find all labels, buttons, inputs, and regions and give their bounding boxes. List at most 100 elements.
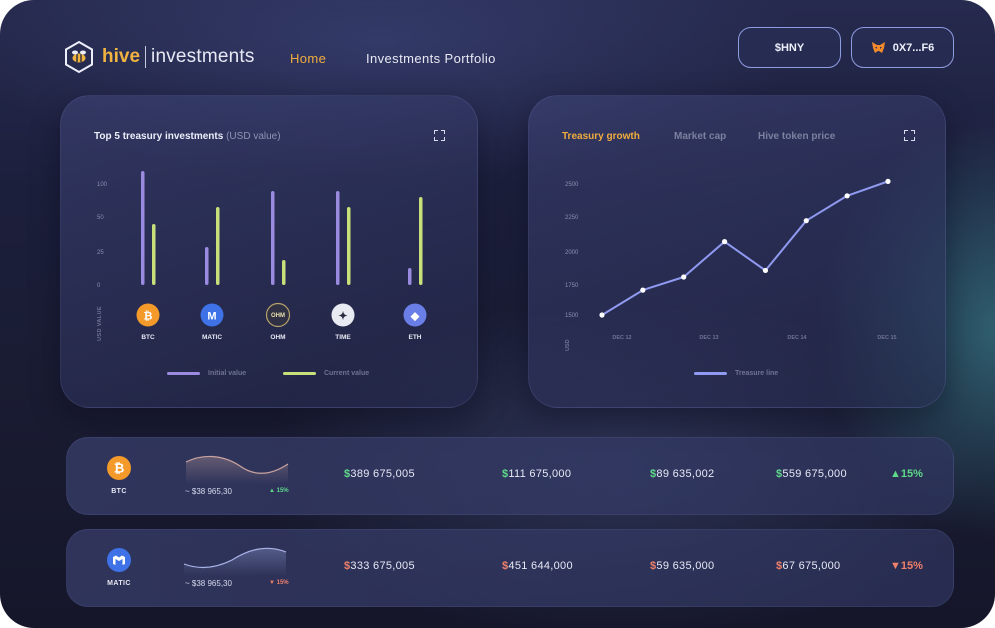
- tab-market-cap[interactable]: Market cap: [674, 131, 727, 142]
- ohm-coin-glyph: OHM: [271, 313, 285, 319]
- y-axis-label: USD: [565, 339, 571, 351]
- legend-initial: Initial value: [167, 370, 246, 377]
- sparkline: [185, 455, 289, 484]
- treasury-title-text: Top 5 treasury investments: [94, 131, 224, 142]
- hive-logo[interactable]: hive investments: [62, 40, 255, 74]
- amount-value: 111 675,000: [508, 468, 572, 480]
- hny-token-button[interactable]: $HNY: [738, 27, 841, 68]
- row-change: ▲15%: [890, 468, 923, 480]
- treasury-title-subtitle: (USD value): [226, 131, 281, 142]
- amount-cell: $559 675,000: [776, 468, 847, 480]
- y-tick-label: 2000: [565, 250, 579, 256]
- row-change: ▼15%: [890, 560, 923, 572]
- y-axis-label: USD VALUE: [97, 306, 103, 341]
- bar-initial-eth: [408, 268, 412, 285]
- sparkline: [183, 547, 287, 576]
- treasury-card-title: Top 5 treasury investments (USD value): [94, 131, 281, 142]
- brand-divider: [145, 46, 147, 68]
- tab-hive-token-price[interactable]: Hive token price: [758, 131, 836, 142]
- legend-current-label: Current value: [324, 370, 370, 377]
- row-price: ~ $38 965,30: [185, 579, 232, 588]
- x-tick-label: DEC 14: [787, 335, 807, 341]
- matic-coin-icon: [107, 548, 131, 572]
- bar-current-matic: [216, 207, 220, 285]
- treasury-growth-line-chart: 2500 2250 2000 1750 1500 USD DEC 12 DEC 13 DEC 1…: [565, 178, 897, 351]
- line-point-0: [599, 312, 605, 318]
- bar-current-eth: [419, 197, 423, 285]
- row-price: ~ $38 965,30: [185, 487, 232, 496]
- amount-value: 389 675,005: [350, 468, 415, 480]
- treasury-growth-card: Treasury growth Market cap Hive token pr…: [528, 95, 946, 408]
- eth-coin-glyph: ◆: [410, 311, 420, 323]
- x-tick-label: DEC 13: [699, 335, 718, 341]
- matic-coin-icon: [200, 303, 224, 327]
- svg-text:₿: ₿: [114, 461, 125, 476]
- nav-home-link[interactable]: Home: [290, 51, 327, 66]
- btc-coin-icon: [136, 303, 160, 327]
- expand-icon[interactable]: [904, 130, 915, 141]
- line-point-4: [762, 267, 769, 274]
- investment-row-btc[interactable]: ₿ BTC ~ $38 965,30 ▲ 15% $389 675,005 $1…: [66, 437, 954, 515]
- y-tick-label: 100: [97, 182, 108, 188]
- tab-treasury-growth[interactable]: Treasury growth: [562, 131, 640, 142]
- treasure-line: [601, 180, 889, 316]
- x-category-label: OHM: [270, 334, 285, 341]
- amount-value: 559 675,000: [782, 468, 847, 480]
- amount-cell: $451 644,000: [502, 560, 573, 572]
- amount-value: 451 644,000: [508, 560, 573, 572]
- row-change-value: 15%: [900, 468, 923, 480]
- x-category-label: TIME: [335, 334, 351, 341]
- bar-initial-time: [336, 191, 340, 285]
- y-tick-label: 2500: [565, 182, 579, 188]
- legend-current: Current value: [283, 370, 369, 377]
- expand-icon[interactable]: [434, 130, 445, 141]
- amount-cell: $89 635,002: [650, 468, 715, 480]
- y-tick-label: 25: [97, 250, 104, 256]
- amount-value: 89 635,002: [656, 468, 715, 480]
- nav-portfolio-link[interactable]: Investments Portfolio: [366, 51, 496, 66]
- y-tick-label: 50: [97, 215, 104, 221]
- line-point-3: [721, 239, 728, 245]
- amount-cell: $389 675,005: [344, 468, 415, 480]
- x-tick-label: DEC 15: [877, 335, 896, 341]
- y-tick-label: 1750: [565, 283, 579, 289]
- hny-token-label: $HNY: [774, 41, 805, 54]
- x-tick-label: DEC 12: [612, 335, 631, 341]
- row-change-small: ▼ 15%: [269, 580, 289, 586]
- amount-cell: $333 675,005: [344, 560, 415, 572]
- row-symbol: BTC: [111, 488, 127, 495]
- line-point-1: [640, 287, 646, 293]
- brand-investments: investments: [151, 46, 255, 67]
- eth-coin-icon: [403, 303, 427, 327]
- amount-value: 333 675,005: [350, 560, 415, 572]
- bee-hexagon-icon: [65, 40, 93, 74]
- bar-current-ohm: [282, 260, 286, 285]
- treasury-bar-chart: 100 50 25 0 USD VALUE ₿ BTC M MATIC OHM OHM ✦ TIME ◆ E…: [97, 171, 427, 341]
- wallet-button[interactable]: 0X7...F6: [851, 27, 954, 68]
- bar-current-btc: [152, 224, 156, 285]
- line-point-2: [681, 274, 687, 280]
- x-category-label: BTC: [141, 334, 155, 341]
- row-change-value: 15%: [900, 560, 923, 572]
- amount-cell: $59 635,000: [650, 560, 715, 572]
- metamask-fox-icon: [871, 42, 885, 53]
- bar-initial-matic: [205, 247, 209, 285]
- ohm-coin-icon: [265, 302, 291, 328]
- btc-coin-glyph: ₿: [144, 311, 153, 323]
- y-tick-label: 0: [97, 283, 101, 289]
- amount-cell: $67 675,000: [776, 560, 841, 572]
- brand-hive: hive: [102, 46, 141, 67]
- matic-coin-glyph: M: [207, 311, 216, 323]
- amount-value: 67 675,000: [782, 560, 841, 572]
- x-category-label: ETH: [409, 334, 422, 341]
- investment-row-matic[interactable]: MATIC ~ $38 965,30 ▼ 15% $333 675,005 $4…: [66, 529, 954, 607]
- btc-coin-icon: ₿: [107, 456, 131, 480]
- treasury-investments-card: Top 5 treasury investments (USD value) 1…: [60, 95, 478, 408]
- y-tick-label: 2250: [565, 215, 579, 221]
- line-point-5: [803, 218, 809, 224]
- line-point-6: [844, 193, 850, 199]
- row-symbol: MATIC: [107, 580, 131, 587]
- amount-cell: $111 675,000: [502, 468, 572, 480]
- bar-initial-btc: [141, 171, 145, 285]
- bar-initial-ohm: [271, 191, 275, 285]
